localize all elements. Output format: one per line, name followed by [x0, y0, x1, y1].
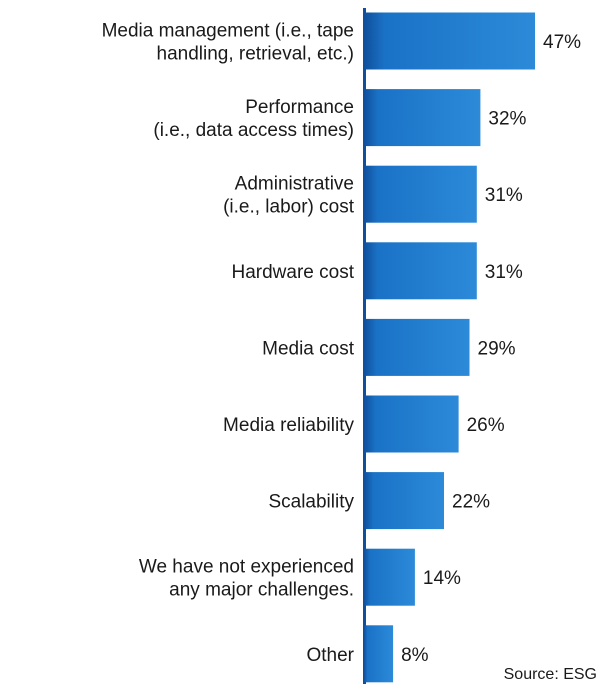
bar — [364, 12, 535, 70]
category-label: Performance — [245, 97, 354, 118]
category-label: Hardware cost — [232, 262, 355, 283]
bar — [364, 625, 394, 683]
category-label: handling, retrieval, etc.) — [157, 44, 355, 65]
category-label: any major challenges. — [169, 580, 354, 601]
bar — [364, 318, 470, 376]
value-label: 14% — [423, 568, 461, 589]
value-label: 47% — [543, 32, 581, 53]
labels-layer: 47% Media management (i.e., tapehandling,… — [102, 21, 582, 666]
category-label: (i.e., data access times) — [153, 120, 354, 141]
bar — [364, 165, 477, 223]
category-label: Media management (i.e., tape — [102, 21, 354, 42]
category-label: Media cost — [262, 338, 355, 359]
bars-layer — [364, 12, 535, 683]
value-label: 22% — [452, 492, 490, 513]
bar — [364, 242, 477, 300]
category-label: Administrative — [235, 174, 354, 195]
bar — [364, 89, 481, 147]
value-label: 31% — [485, 185, 523, 206]
value-label: 29% — [478, 338, 516, 359]
category-label: Other — [306, 645, 354, 666]
category-label: We have not experienced — [139, 557, 354, 578]
bar — [364, 472, 444, 530]
source-label: Source: ESG — [504, 666, 597, 683]
category-label: Media reliability — [223, 415, 354, 436]
value-label: 26% — [467, 415, 505, 436]
value-label: 32% — [488, 109, 526, 130]
category-label: Scalability — [268, 492, 354, 513]
bar — [364, 395, 459, 453]
category-label: (i.e., labor) cost — [223, 197, 355, 218]
value-label: 31% — [485, 262, 523, 283]
bar — [364, 548, 415, 606]
value-label: 8% — [401, 645, 429, 666]
